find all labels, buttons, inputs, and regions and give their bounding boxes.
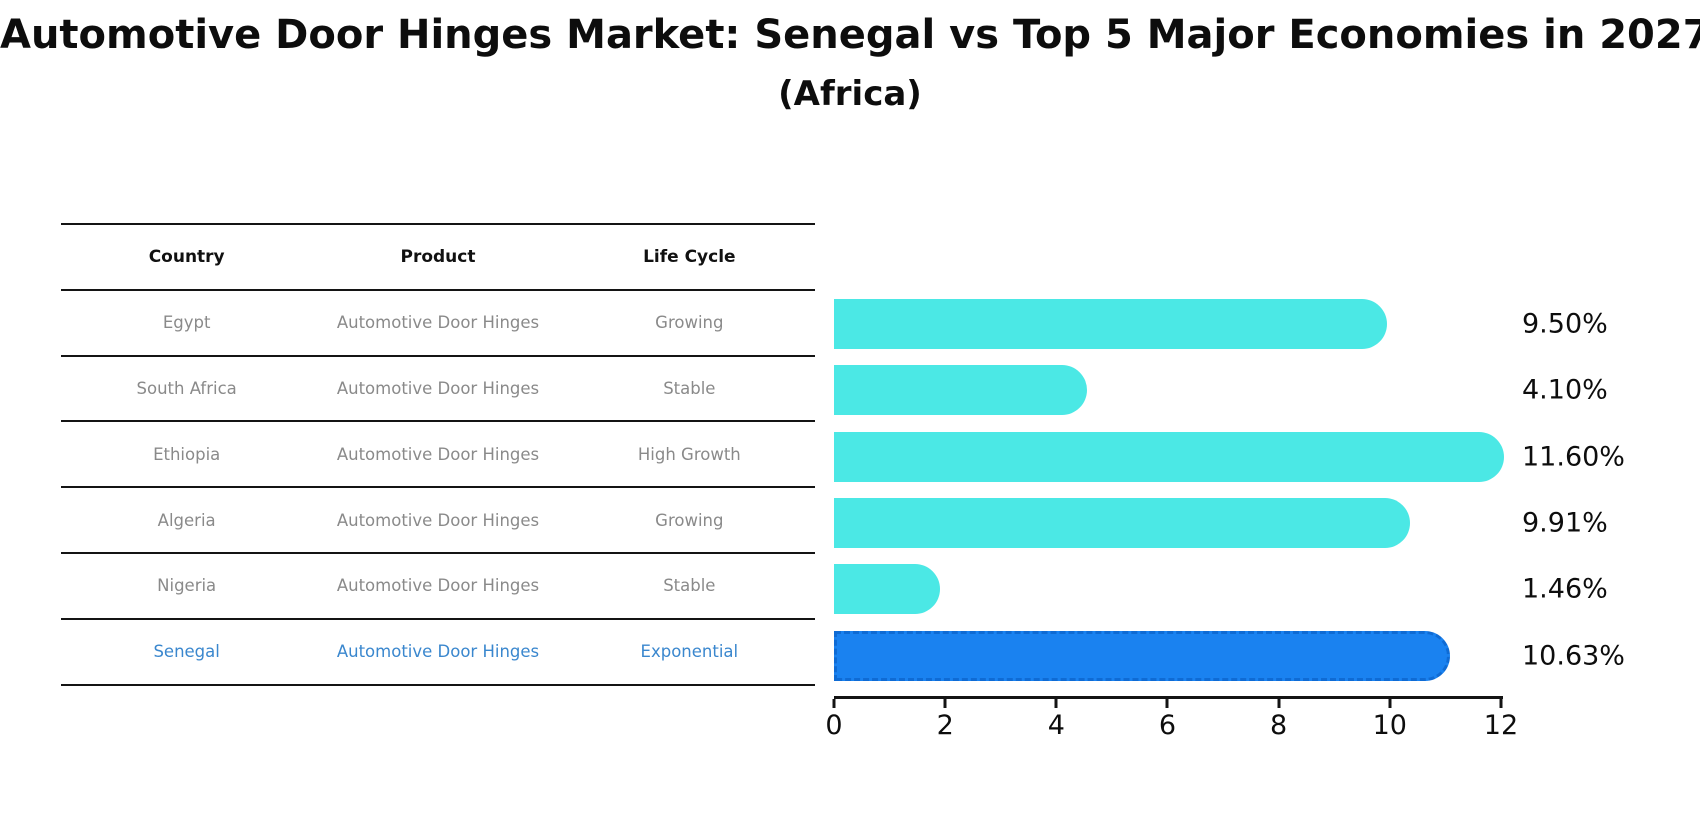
column-header-product: Product [400, 246, 476, 267]
table-row-ethiopia: Ethiopia Automotive Door Hinges High Growt… [61, 422, 815, 489]
table-row-egypt: Egypt Automotive Door Hinges Growing [61, 291, 815, 357]
cell-product: Automotive Door Hinges [336, 642, 540, 662]
x-tick-label-4: 4 [1047, 710, 1065, 741]
value-label-algeria: 9.91% [1522, 507, 1608, 539]
column-header-country: Country [148, 246, 225, 267]
bar-egypt [834, 299, 1387, 349]
x-tick-label-6: 6 [1158, 710, 1177, 741]
value-label-egypt: 9.50% [1522, 308, 1608, 340]
x-axis [834, 696, 1503, 699]
x-tick-10 [1388, 699, 1392, 708]
cell-life-cycle: Growing [655, 313, 724, 333]
cell-country: South Africa [136, 378, 237, 398]
bar-senegal [834, 630, 1450, 681]
cell-life-cycle: Stable [663, 576, 716, 596]
x-tick-2 [943, 699, 947, 708]
cell-product: Automotive Door Hinges [336, 576, 540, 596]
column-header-life-cycle: Life Cycle [643, 246, 736, 267]
value-label-ethiopia: 11.60% [1522, 441, 1625, 473]
cell-country: Ethiopia [153, 444, 221, 464]
x-tick-label-8: 8 [1270, 710, 1288, 741]
value-label-south-africa: 4.10% [1522, 374, 1608, 406]
cell-life-cycle: High Growth [637, 444, 741, 464]
x-tick-label-10: 10 [1372, 710, 1407, 741]
cell-life-cycle: Growing [655, 510, 724, 530]
chart-subtitle: (Africa) [778, 74, 922, 114]
value-label-nigeria: 1.46% [1522, 573, 1608, 605]
bar-nigeria [834, 564, 941, 615]
table-row-senegal: Senegal Automotive Door Hinges Exponential [61, 620, 815, 686]
country-table: Country Product Life Cycle Egypt Automoti… [61, 223, 815, 686]
cell-life-cycle: Stable [663, 378, 716, 398]
table-row-algeria: Algeria Automotive Door Hinges Growing [61, 488, 815, 554]
bar-south-africa [834, 365, 1087, 416]
cell-product: Automotive Door Hinges [336, 378, 540, 398]
table-header-row: Country Product Life Cycle [61, 225, 815, 291]
cell-country: Algeria [157, 510, 216, 530]
x-tick-label-12: 12 [1483, 710, 1519, 741]
table-row-nigeria: Nigeria Automotive Door Hinges Stable [61, 554, 815, 620]
cell-product: Automotive Door Hinges [336, 313, 540, 333]
table-body: Egypt Automotive Door Hinges Growing South … [61, 291, 815, 686]
value-label-senegal: 10.63% [1522, 640, 1625, 672]
x-tick-label-2: 2 [936, 710, 954, 741]
cell-country: Senegal [153, 642, 220, 662]
x-tick-12 [1499, 699, 1503, 708]
chart-title: Automotive Door Hinges Market: Senegal v… [0, 12, 1700, 58]
x-tick-8 [1277, 699, 1281, 708]
x-tick-6 [1165, 699, 1169, 708]
x-tick-label-0: 0 [825, 710, 843, 741]
cell-country: Egypt [162, 313, 211, 333]
cell-life-cycle: Exponential [640, 642, 739, 662]
bar-ethiopia [834, 431, 1504, 482]
table-row-south-africa: South Africa Automotive Door Hinges Stable [61, 357, 815, 423]
x-tick-4 [1054, 699, 1058, 708]
x-tick-0 [832, 699, 836, 708]
cell-product: Automotive Door Hinges [336, 444, 540, 464]
cell-country: Nigeria [157, 576, 217, 596]
cell-product: Automotive Door Hinges [336, 510, 540, 530]
bar-algeria [834, 497, 1410, 548]
